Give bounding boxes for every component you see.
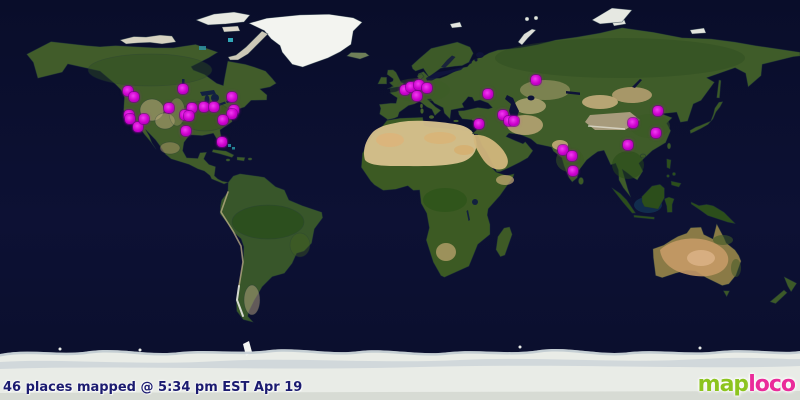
place-marker — [125, 114, 135, 124]
continent-eurasia — [378, 27, 800, 198]
british-isles — [346, 52, 405, 90]
arctic-islands — [119, 7, 707, 61]
continent-africa — [360, 116, 515, 278]
caribbean-islands — [211, 140, 253, 162]
place-marker — [217, 137, 227, 147]
new-zealand — [769, 276, 798, 304]
place-marker — [123, 86, 133, 96]
place-marker — [209, 102, 219, 112]
place-marker — [400, 85, 410, 95]
place-marker — [653, 106, 663, 116]
place-marker — [227, 92, 237, 102]
map-status-caption: 46 places mapped @ 5:34 pm EST Apr 19 — [3, 380, 303, 395]
antarctica — [0, 341, 800, 400]
southeast-asia-islands — [611, 158, 736, 224]
madagascar — [495, 226, 513, 258]
place-marker — [181, 126, 191, 136]
place-marker — [187, 103, 197, 113]
place-marker — [498, 110, 508, 120]
place-marker — [474, 119, 484, 129]
place-marker — [531, 75, 541, 85]
place-marker — [568, 166, 578, 176]
place-marker — [218, 115, 228, 125]
place-marker — [412, 91, 422, 101]
place-marker — [651, 128, 661, 138]
place-marker — [628, 118, 638, 128]
continent-south-america — [219, 173, 324, 323]
place-marker — [406, 82, 416, 92]
continent-australia — [652, 223, 742, 298]
place-marker — [178, 84, 188, 94]
japan — [578, 79, 724, 185]
logo-map: map — [697, 372, 750, 397]
greenland — [248, 13, 363, 68]
place-marker — [414, 80, 424, 90]
logo-loco: loco — [748, 372, 796, 397]
place-marker — [509, 116, 519, 126]
place-marker — [558, 145, 568, 155]
place-marker — [483, 89, 493, 99]
place-marker — [129, 92, 139, 102]
scandinavia — [411, 41, 474, 81]
place-marker — [133, 122, 143, 132]
place-marker — [227, 109, 237, 119]
place-marker — [623, 140, 633, 150]
place-marker — [199, 102, 209, 112]
place-marker — [184, 111, 194, 121]
place-marker — [164, 103, 174, 113]
place-marker — [567, 151, 577, 161]
place-marker — [139, 114, 149, 124]
place-marker — [422, 83, 432, 93]
maploco-logo[interactable]: maploco — [697, 372, 796, 397]
